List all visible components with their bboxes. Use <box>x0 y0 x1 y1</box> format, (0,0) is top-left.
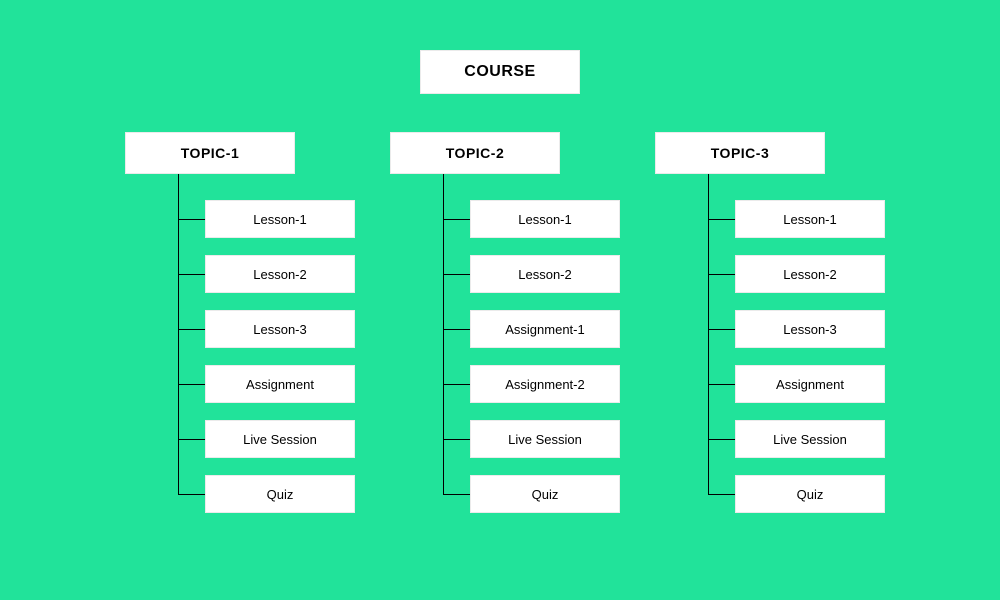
connector-horizontal <box>443 329 470 330</box>
connector-horizontal <box>443 439 470 440</box>
item-node-2-3: Assignment-1 <box>470 310 620 348</box>
connector-horizontal <box>708 219 735 220</box>
connector-horizontal <box>178 494 205 495</box>
item-node-2-4: Assignment-2 <box>470 365 620 403</box>
item-node-1-4: Assignment <box>205 365 355 403</box>
item-node-3-3: Lesson-3 <box>735 310 885 348</box>
connector-horizontal <box>443 274 470 275</box>
item-node-3-5: Live Session <box>735 420 885 458</box>
root-node: COURSE <box>420 50 580 94</box>
connector-horizontal <box>708 274 735 275</box>
connector-horizontal <box>178 329 205 330</box>
item-node-2-1: Lesson-1 <box>470 200 620 238</box>
item-node-3-1: Lesson-1 <box>735 200 885 238</box>
connector-horizontal <box>708 329 735 330</box>
connector-horizontal <box>708 494 735 495</box>
connector-vertical <box>708 174 709 494</box>
item-node-1-3: Lesson-3 <box>205 310 355 348</box>
item-node-2-5: Live Session <box>470 420 620 458</box>
item-node-2-6: Quiz <box>470 475 620 513</box>
course-tree-diagram: COURSE TOPIC-1 Lesson-1 Lesson-2 Lesson-3 Ass… <box>0 0 1000 600</box>
connector-vertical <box>443 174 444 494</box>
connector-horizontal <box>443 494 470 495</box>
connector-horizontal <box>708 384 735 385</box>
connector-vertical <box>178 174 179 494</box>
connector-horizontal <box>178 384 205 385</box>
connector-horizontal <box>178 219 205 220</box>
item-node-1-2: Lesson-2 <box>205 255 355 293</box>
topic-node-3: TOPIC-3 <box>655 132 825 174</box>
connector-horizontal <box>178 439 205 440</box>
topic-node-2: TOPIC-2 <box>390 132 560 174</box>
item-node-1-6: Quiz <box>205 475 355 513</box>
item-node-3-6: Quiz <box>735 475 885 513</box>
item-node-1-5: Live Session <box>205 420 355 458</box>
item-node-1-1: Lesson-1 <box>205 200 355 238</box>
connector-horizontal <box>443 384 470 385</box>
connector-horizontal <box>178 274 205 275</box>
item-node-2-2: Lesson-2 <box>470 255 620 293</box>
connector-horizontal <box>443 219 470 220</box>
topic-node-1: TOPIC-1 <box>125 132 295 174</box>
item-node-3-4: Assignment <box>735 365 885 403</box>
item-node-3-2: Lesson-2 <box>735 255 885 293</box>
connector-horizontal <box>708 439 735 440</box>
